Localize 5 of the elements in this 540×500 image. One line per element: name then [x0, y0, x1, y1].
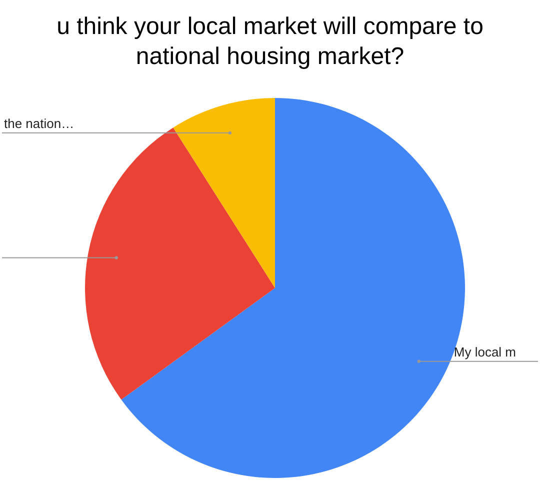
pie-slice: [85, 128, 275, 400]
pie-slice: [173, 98, 275, 288]
chart-title: u think your local market will compare to national housing market?: [56, 13, 484, 70]
slice-label: My local m: [454, 344, 516, 360]
slice-label: the nation…: [4, 116, 74, 131]
